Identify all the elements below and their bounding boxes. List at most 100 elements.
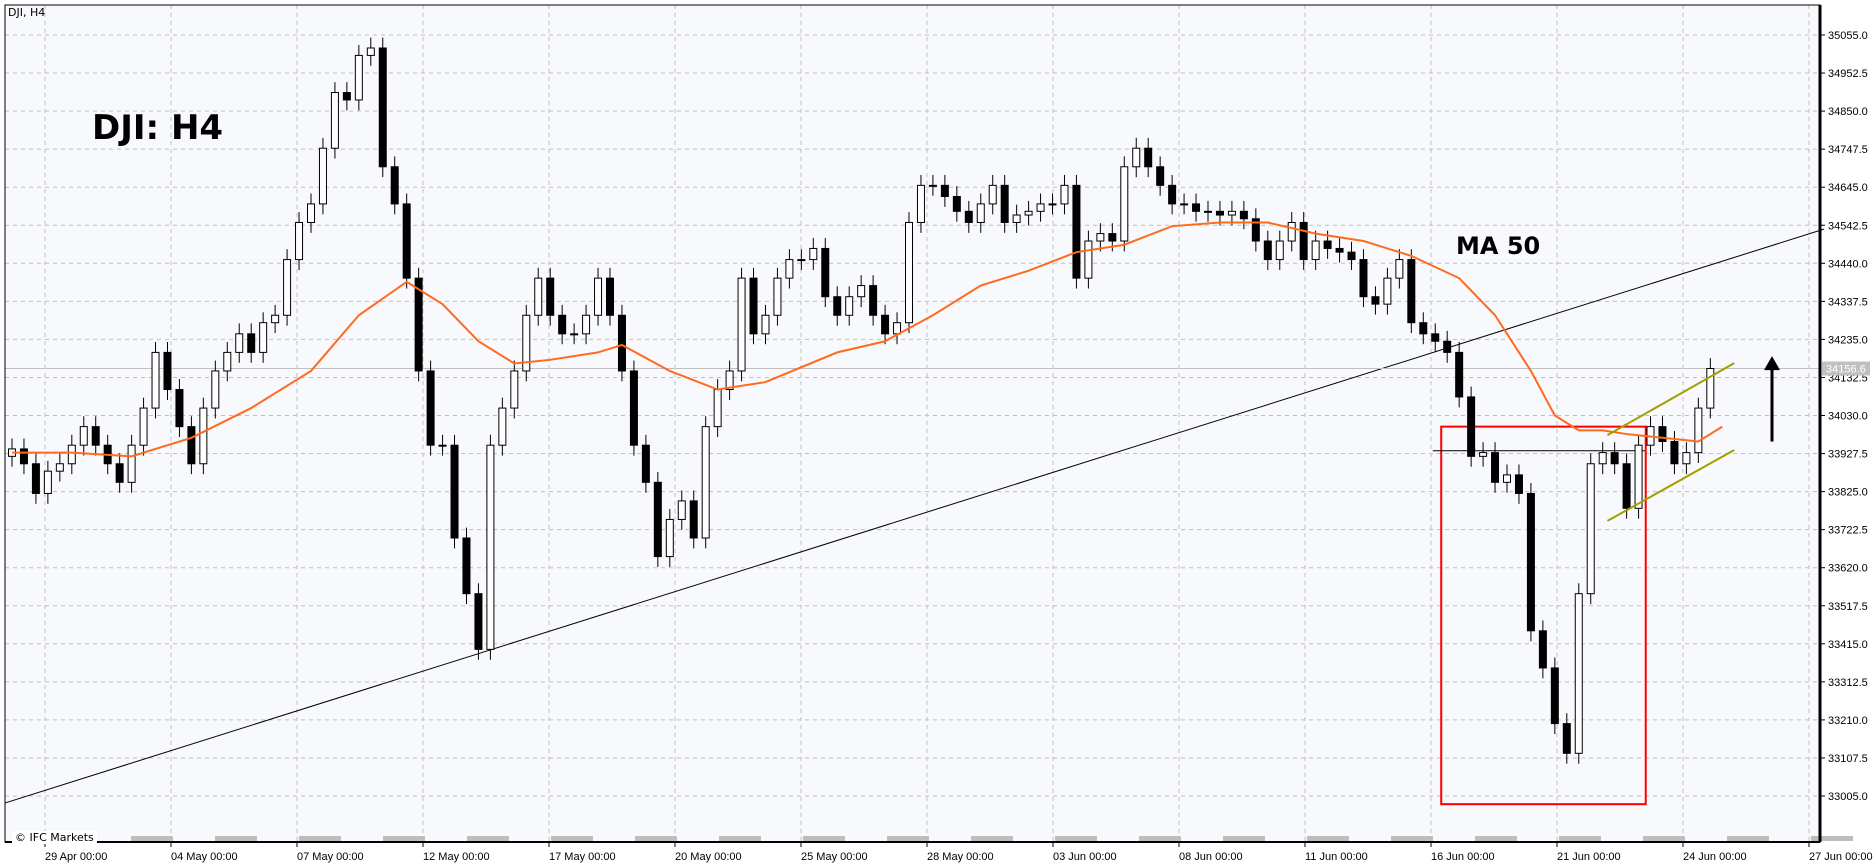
candle (1084, 230, 1093, 289)
y-tick-label: 33825.0 (1828, 487, 1868, 499)
candle-body-bull (1598, 452, 1607, 465)
candle (271, 304, 280, 334)
x-tick-label: 07 May 00:00 (297, 851, 364, 863)
candle (1598, 442, 1607, 475)
candle-body-bull (438, 444, 447, 447)
candle (235, 323, 244, 363)
candle (1562, 713, 1571, 764)
x-tick-label: 21 Jun 00:00 (1557, 851, 1621, 863)
candle (1311, 230, 1320, 270)
time-scale-segment (803, 836, 845, 841)
candle-body-bull (271, 314, 280, 324)
candle (19, 438, 28, 475)
candle-body-bull (486, 444, 495, 650)
y-tick-label: 33210.0 (1828, 715, 1868, 727)
candle (558, 304, 567, 345)
candle (139, 397, 148, 456)
x-tick-label: 17 May 00:00 (549, 851, 616, 863)
candle (761, 304, 770, 345)
candle-body-bear (833, 296, 842, 316)
candle (1455, 341, 1464, 408)
candle-body-bear (91, 426, 100, 446)
candle-body-bull (785, 259, 794, 279)
candle-body-bull (1120, 166, 1129, 242)
candle-body-bull (1132, 147, 1141, 168)
candle-body-bull (366, 47, 375, 56)
y-tick-label: 33107.5 (1828, 753, 1868, 765)
candle (534, 267, 543, 326)
time-scale-segment (971, 836, 1013, 841)
candle-body-bull (55, 463, 64, 472)
candle-body-bull (1024, 210, 1033, 216)
candle (677, 490, 686, 530)
candle-body-bull (235, 333, 244, 353)
candle-body-bear (342, 92, 351, 101)
candle (55, 453, 64, 482)
candle-body-bull (1479, 452, 1488, 457)
candle-body-bear (1144, 147, 1153, 168)
candle-body-bear (1514, 474, 1523, 494)
candle (1024, 200, 1033, 226)
candle (1407, 249, 1416, 334)
candle (342, 82, 351, 111)
y-tick-label: 33517.5 (1828, 601, 1868, 613)
candle (1192, 193, 1201, 222)
candle-body-bear (1299, 221, 1308, 261)
candle (223, 341, 232, 382)
candle (1550, 657, 1559, 735)
candle (91, 416, 100, 456)
candle-body-bull (701, 426, 710, 539)
candle-body-bear (31, 463, 40, 494)
candle (1168, 174, 1177, 215)
time-scale-segment (1307, 836, 1349, 841)
candle-body-bear (426, 370, 435, 446)
candle (1491, 442, 1500, 493)
candle (1048, 193, 1057, 215)
candle-body-bear (462, 537, 471, 595)
y-tick-label: 34542.5 (1828, 220, 1868, 232)
candle-body-bull (845, 296, 854, 316)
candle-body-bull (1180, 203, 1189, 206)
candle (354, 45, 363, 111)
candle (916, 174, 925, 233)
candle (1371, 286, 1380, 315)
candle-body-bear (175, 389, 184, 428)
x-tick-label: 11 Jun 00:00 (1305, 851, 1368, 863)
candle-body-bear (1000, 184, 1009, 223)
time-scale-segment (551, 836, 593, 841)
candle (79, 416, 88, 456)
candle-body-bear (1192, 203, 1201, 212)
candle-body-bull (1706, 368, 1715, 409)
candle (869, 275, 878, 326)
candle (1538, 620, 1547, 679)
candle (653, 471, 662, 567)
candle (462, 527, 471, 605)
candle-body-bear (163, 351, 172, 391)
candle-body-bull (797, 259, 806, 262)
candle-body-bear (1491, 452, 1500, 483)
candle (414, 267, 423, 382)
candle (1658, 416, 1667, 452)
candle (438, 434, 447, 456)
candle (151, 341, 160, 419)
x-tick-label: 03 Jun 00:00 (1053, 851, 1117, 863)
candle-body-bull (988, 184, 997, 205)
candle-body-bear (558, 314, 567, 335)
x-tick-label: 27 Jun 00:00 (1809, 851, 1873, 863)
x-tick-label: 16 Jun 00:00 (1431, 851, 1495, 863)
candle (1694, 397, 1703, 464)
candle (43, 460, 52, 504)
candle (1060, 174, 1069, 215)
candle-body-bear (402, 203, 411, 279)
candle-body-bear (964, 210, 973, 223)
candle (988, 174, 997, 215)
candle (725, 360, 734, 400)
candle-body-bull (1084, 240, 1093, 279)
candle (797, 249, 806, 270)
candle-body-bull (893, 322, 902, 335)
y-tick-label: 34030.0 (1828, 411, 1868, 423)
candle-body-bull (665, 518, 674, 558)
candle-body-bear (450, 444, 459, 539)
